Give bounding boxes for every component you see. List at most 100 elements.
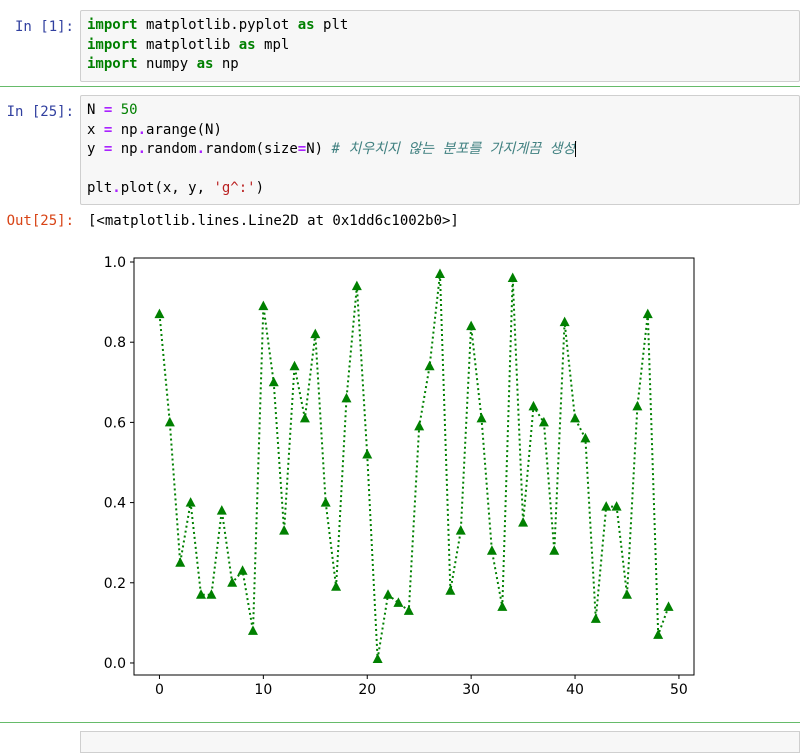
- data-point-marker: [424, 360, 435, 371]
- data-point-marker: [372, 653, 383, 663]
- data-point-marker: [580, 432, 591, 443]
- code-token: import: [87, 36, 138, 53]
- data-point-marker: [642, 308, 653, 319]
- data-point-marker: [206, 589, 217, 599]
- code-token: .: [112, 180, 121, 196]
- data-point-marker: [351, 280, 362, 291]
- code-line: import matplotlib.pyplot as plt: [87, 16, 793, 36]
- input-prompt: In [25]:: [6, 104, 74, 120]
- data-point-marker: [538, 416, 549, 427]
- code-token: np: [213, 56, 239, 72]
- code-token: N): [306, 141, 332, 157]
- data-point-marker: [175, 557, 186, 567]
- data-point-marker: [445, 585, 456, 595]
- data-point-marker: [227, 577, 238, 587]
- data-point-marker: [299, 412, 310, 423]
- cell-separator: [0, 722, 800, 723]
- input-prompt: In [1]:: [14, 19, 74, 35]
- data-point-marker: [476, 412, 487, 423]
- data-point-marker: [497, 601, 508, 611]
- data-point-marker: [414, 420, 425, 431]
- x-tick-label: 30: [462, 682, 480, 698]
- code-token: [112, 102, 120, 118]
- code-line: import matplotlib as mpl: [87, 36, 793, 56]
- code-token: y: [87, 141, 104, 157]
- x-tick-label: 0: [155, 682, 164, 698]
- plot-frame: [133, 257, 695, 676]
- data-point-marker: [434, 268, 445, 279]
- data-point-marker: [331, 581, 342, 591]
- data-point-marker: [258, 300, 269, 311]
- data-point-marker: [601, 501, 612, 511]
- code-token: =: [297, 141, 307, 157]
- x-tick-label: 20: [358, 682, 376, 698]
- data-point-marker: [310, 328, 321, 339]
- next-code-editor[interactable]: [80, 731, 800, 753]
- x-tick-label: 50: [670, 682, 688, 698]
- code-token: =: [103, 141, 113, 157]
- code-token: plt: [87, 180, 113, 196]
- data-point-marker: [528, 400, 539, 411]
- data-point-marker: [518, 517, 529, 527]
- data-point-marker: [653, 629, 664, 639]
- code-line: [87, 160, 793, 180]
- data-point-marker: [559, 316, 570, 327]
- code-token: x: [87, 121, 104, 138]
- data-point-marker: [362, 448, 373, 459]
- data-point-marker: [455, 525, 466, 535]
- data-point-marker: [663, 601, 674, 611]
- y-tick-label: 1.0: [104, 255, 126, 271]
- code-editor[interactable]: import matplotlib.pyplot as plt import ma…: [80, 10, 800, 82]
- output-text: [<matplotlib.lines.Line2D at 0x1dd6c1002…: [88, 213, 459, 229]
- data-point-marker: [383, 589, 394, 599]
- data-point-marker: [393, 597, 404, 607]
- code-editor[interactable]: N = 50 x = np.arange(N) y = np.random.rand…: [80, 95, 800, 205]
- data-point-marker: [237, 565, 248, 575]
- code-token: .: [137, 141, 147, 157]
- data-point-marker: [570, 412, 581, 423]
- code-token: import: [87, 17, 138, 33]
- code-token: .: [196, 141, 206, 157]
- code-line: import numpy as np: [87, 55, 793, 75]
- code-token: # 치우치지 않는 분포를 가지게끔 생성: [331, 141, 576, 157]
- code-token: np: [112, 121, 138, 138]
- data-point-marker: [632, 400, 643, 411]
- data-point-marker: [279, 525, 290, 535]
- code-token: matplotlib.pyplot: [137, 17, 298, 33]
- data-point-marker: [289, 360, 300, 371]
- x-tick-label: 10: [254, 682, 272, 698]
- code-token: arange(N): [146, 121, 222, 138]
- data-point-marker: [247, 625, 258, 635]
- code-token: random(size: [205, 141, 298, 157]
- data-point-marker: [164, 416, 175, 427]
- code-cell-2: In [25]: N = 50 x = np.arange(N) y = np.ra…: [0, 95, 800, 205]
- data-point-marker: [486, 545, 497, 555]
- code-line: x = np.arange(N): [87, 121, 793, 141]
- code-token: =: [103, 102, 113, 118]
- code-token: .: [137, 121, 147, 138]
- data-point-marker: [185, 497, 196, 507]
- code-token: matplotlib: [137, 36, 239, 53]
- y-tick-label: 0.2: [104, 576, 126, 592]
- code-token: random: [146, 141, 197, 157]
- text-cursor: [575, 141, 577, 157]
- data-point-marker: [590, 613, 601, 623]
- data-point-marker: [196, 589, 207, 599]
- code-token: as: [238, 36, 256, 53]
- plot-area: [134, 258, 694, 675]
- code-token: mpl: [255, 36, 290, 53]
- data-point-marker: [507, 272, 518, 283]
- y-tick-label: 0.8: [104, 335, 126, 351]
- code-token: 50: [120, 102, 138, 118]
- code-line: y = np.random.random(size=N) # 치우치지 않는 분…: [87, 140, 793, 160]
- data-point-marker: [216, 505, 227, 515]
- data-point-marker: [320, 497, 331, 507]
- code-token: plt: [314, 17, 349, 33]
- code-token: plot(x, y,: [120, 180, 214, 196]
- data-point-marker: [268, 376, 279, 387]
- code-cell-1: In [1]: import matplotlib.pyplot as plt i…: [0, 10, 800, 82]
- code-token: as: [297, 17, 315, 33]
- data-point-marker: [549, 545, 560, 555]
- code-line: N = 50: [87, 101, 793, 121]
- code-token: import: [87, 56, 138, 72]
